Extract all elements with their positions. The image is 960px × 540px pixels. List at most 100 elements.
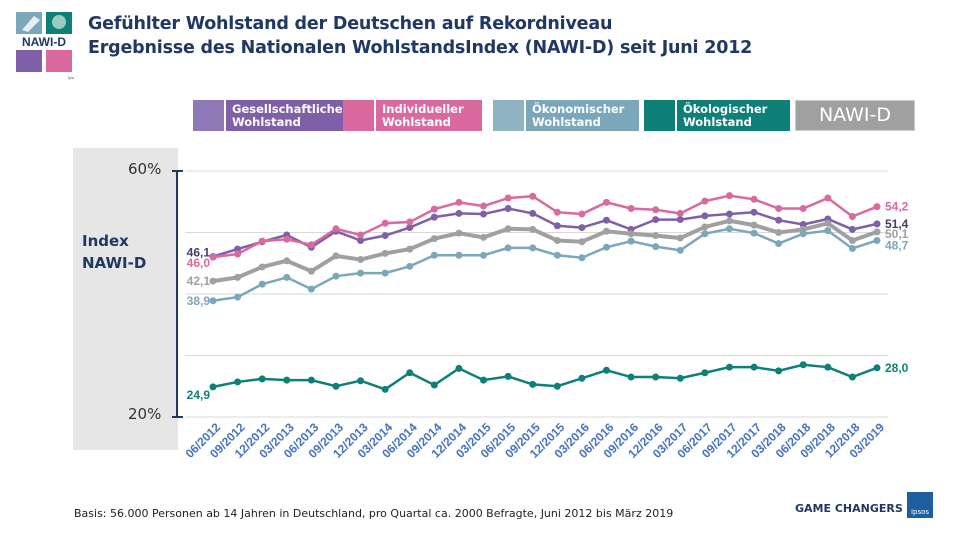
footer-basis: Basis: 56.000 Personen ab 14 Jahren in D… [74, 507, 674, 520]
data-point [307, 241, 315, 249]
data-point [406, 245, 414, 253]
data-label: 51,4 [885, 217, 909, 231]
data-point [234, 250, 242, 258]
data-label: 24,9 [187, 388, 211, 402]
data-point [430, 235, 438, 243]
nawi-d-logo: NAWI-D Ipsos [16, 12, 78, 80]
data-point [529, 209, 537, 217]
data-point [725, 225, 733, 233]
data-point [504, 372, 512, 380]
legend-label: Individueller [382, 101, 464, 116]
data-point [676, 209, 684, 217]
data-point [848, 373, 856, 381]
data-label: 48,7 [885, 238, 909, 252]
data-point [750, 221, 758, 229]
data-point [455, 251, 463, 259]
series-line [212, 363, 878, 391]
data-point [725, 363, 733, 371]
data-point [602, 198, 610, 206]
data-point [578, 238, 586, 246]
data-point [725, 217, 733, 225]
data-point [504, 205, 512, 213]
data-point [430, 381, 438, 389]
legend-individuell: Individueller Wohlstand [343, 100, 482, 131]
data-point [725, 192, 733, 200]
data-point [848, 236, 856, 244]
data-point [357, 377, 365, 385]
data-point [307, 285, 315, 293]
data-point [676, 246, 684, 254]
data-point [701, 197, 709, 205]
legend-nawi-d: NAWI-D [795, 100, 915, 131]
data-point [701, 369, 709, 377]
data-point [602, 366, 610, 374]
tagline: GAME CHANGERS [795, 502, 903, 515]
series-line [212, 227, 878, 303]
data-point [553, 222, 561, 230]
data-point [873, 220, 881, 228]
data-point [381, 232, 389, 240]
data-point [602, 216, 610, 224]
data-point [799, 205, 807, 213]
data-point [455, 209, 463, 217]
data-point [283, 235, 291, 243]
data-point [381, 219, 389, 227]
data-point [602, 243, 610, 251]
y-tick-label: 20% [128, 405, 162, 423]
data-point [209, 297, 217, 305]
data-label: 50,1 [885, 227, 909, 241]
data-point [258, 263, 266, 271]
data-point [553, 251, 561, 259]
y-axis-label-line: Index [82, 232, 129, 250]
legend-oekologisch: Ökologischer Wohlstand [644, 100, 790, 131]
title-line-2: Ergebnisse des Nationalen WohlstandsInde… [88, 38, 753, 58]
page-title: Gefühlter Wohlstand der Deutschen auf Re… [88, 12, 752, 60]
y-tick-label: 60% [128, 160, 162, 178]
legend-label: Wohlstand [382, 114, 451, 129]
data-point [553, 236, 561, 244]
data-point [430, 213, 438, 221]
data-point [848, 213, 856, 221]
legend-label: Wohlstand [683, 114, 752, 129]
data-point [504, 194, 512, 202]
data-point [406, 369, 414, 377]
legend-label: Wohlstand [532, 114, 601, 129]
data-point [652, 232, 660, 240]
series-line [212, 218, 878, 284]
data-label: 54,2 [885, 200, 909, 214]
data-point [209, 383, 217, 391]
data-point [578, 224, 586, 232]
data-point [553, 382, 561, 390]
svg-text:NAWI-D: NAWI-D [22, 35, 66, 49]
hands-icon [193, 100, 224, 131]
data-point [283, 273, 291, 281]
data-point [627, 373, 635, 381]
data-point [652, 373, 660, 381]
legend-label: Gesellschaftlicher [232, 101, 349, 116]
title-line-1: Gefühlter Wohlstand der Deutschen auf Re… [88, 14, 613, 34]
data-point [701, 230, 709, 238]
data-point [873, 236, 881, 244]
legend-label: Ökologischer [683, 101, 768, 116]
svg-text:Ipsos: Ipsos [68, 75, 74, 80]
data-point [332, 252, 340, 260]
data-point [332, 272, 340, 280]
data-point [701, 223, 709, 231]
data-point [848, 244, 856, 252]
data-point [824, 227, 832, 235]
legend-oekonomisch: Ökonomischer Wohlstand [493, 100, 639, 131]
y-axis-label: Index NAWI-D [82, 230, 146, 274]
data-point [430, 205, 438, 213]
data-point [725, 210, 733, 218]
data-point [332, 225, 340, 233]
data-point [480, 251, 488, 259]
series-line [212, 194, 878, 259]
data-point [676, 216, 684, 224]
data-point [824, 219, 832, 227]
data-point [824, 363, 832, 371]
data-point [357, 256, 365, 264]
data-point [480, 376, 488, 384]
data-point [381, 385, 389, 393]
data-point [381, 249, 389, 257]
data-label: 46,1 [187, 245, 211, 259]
